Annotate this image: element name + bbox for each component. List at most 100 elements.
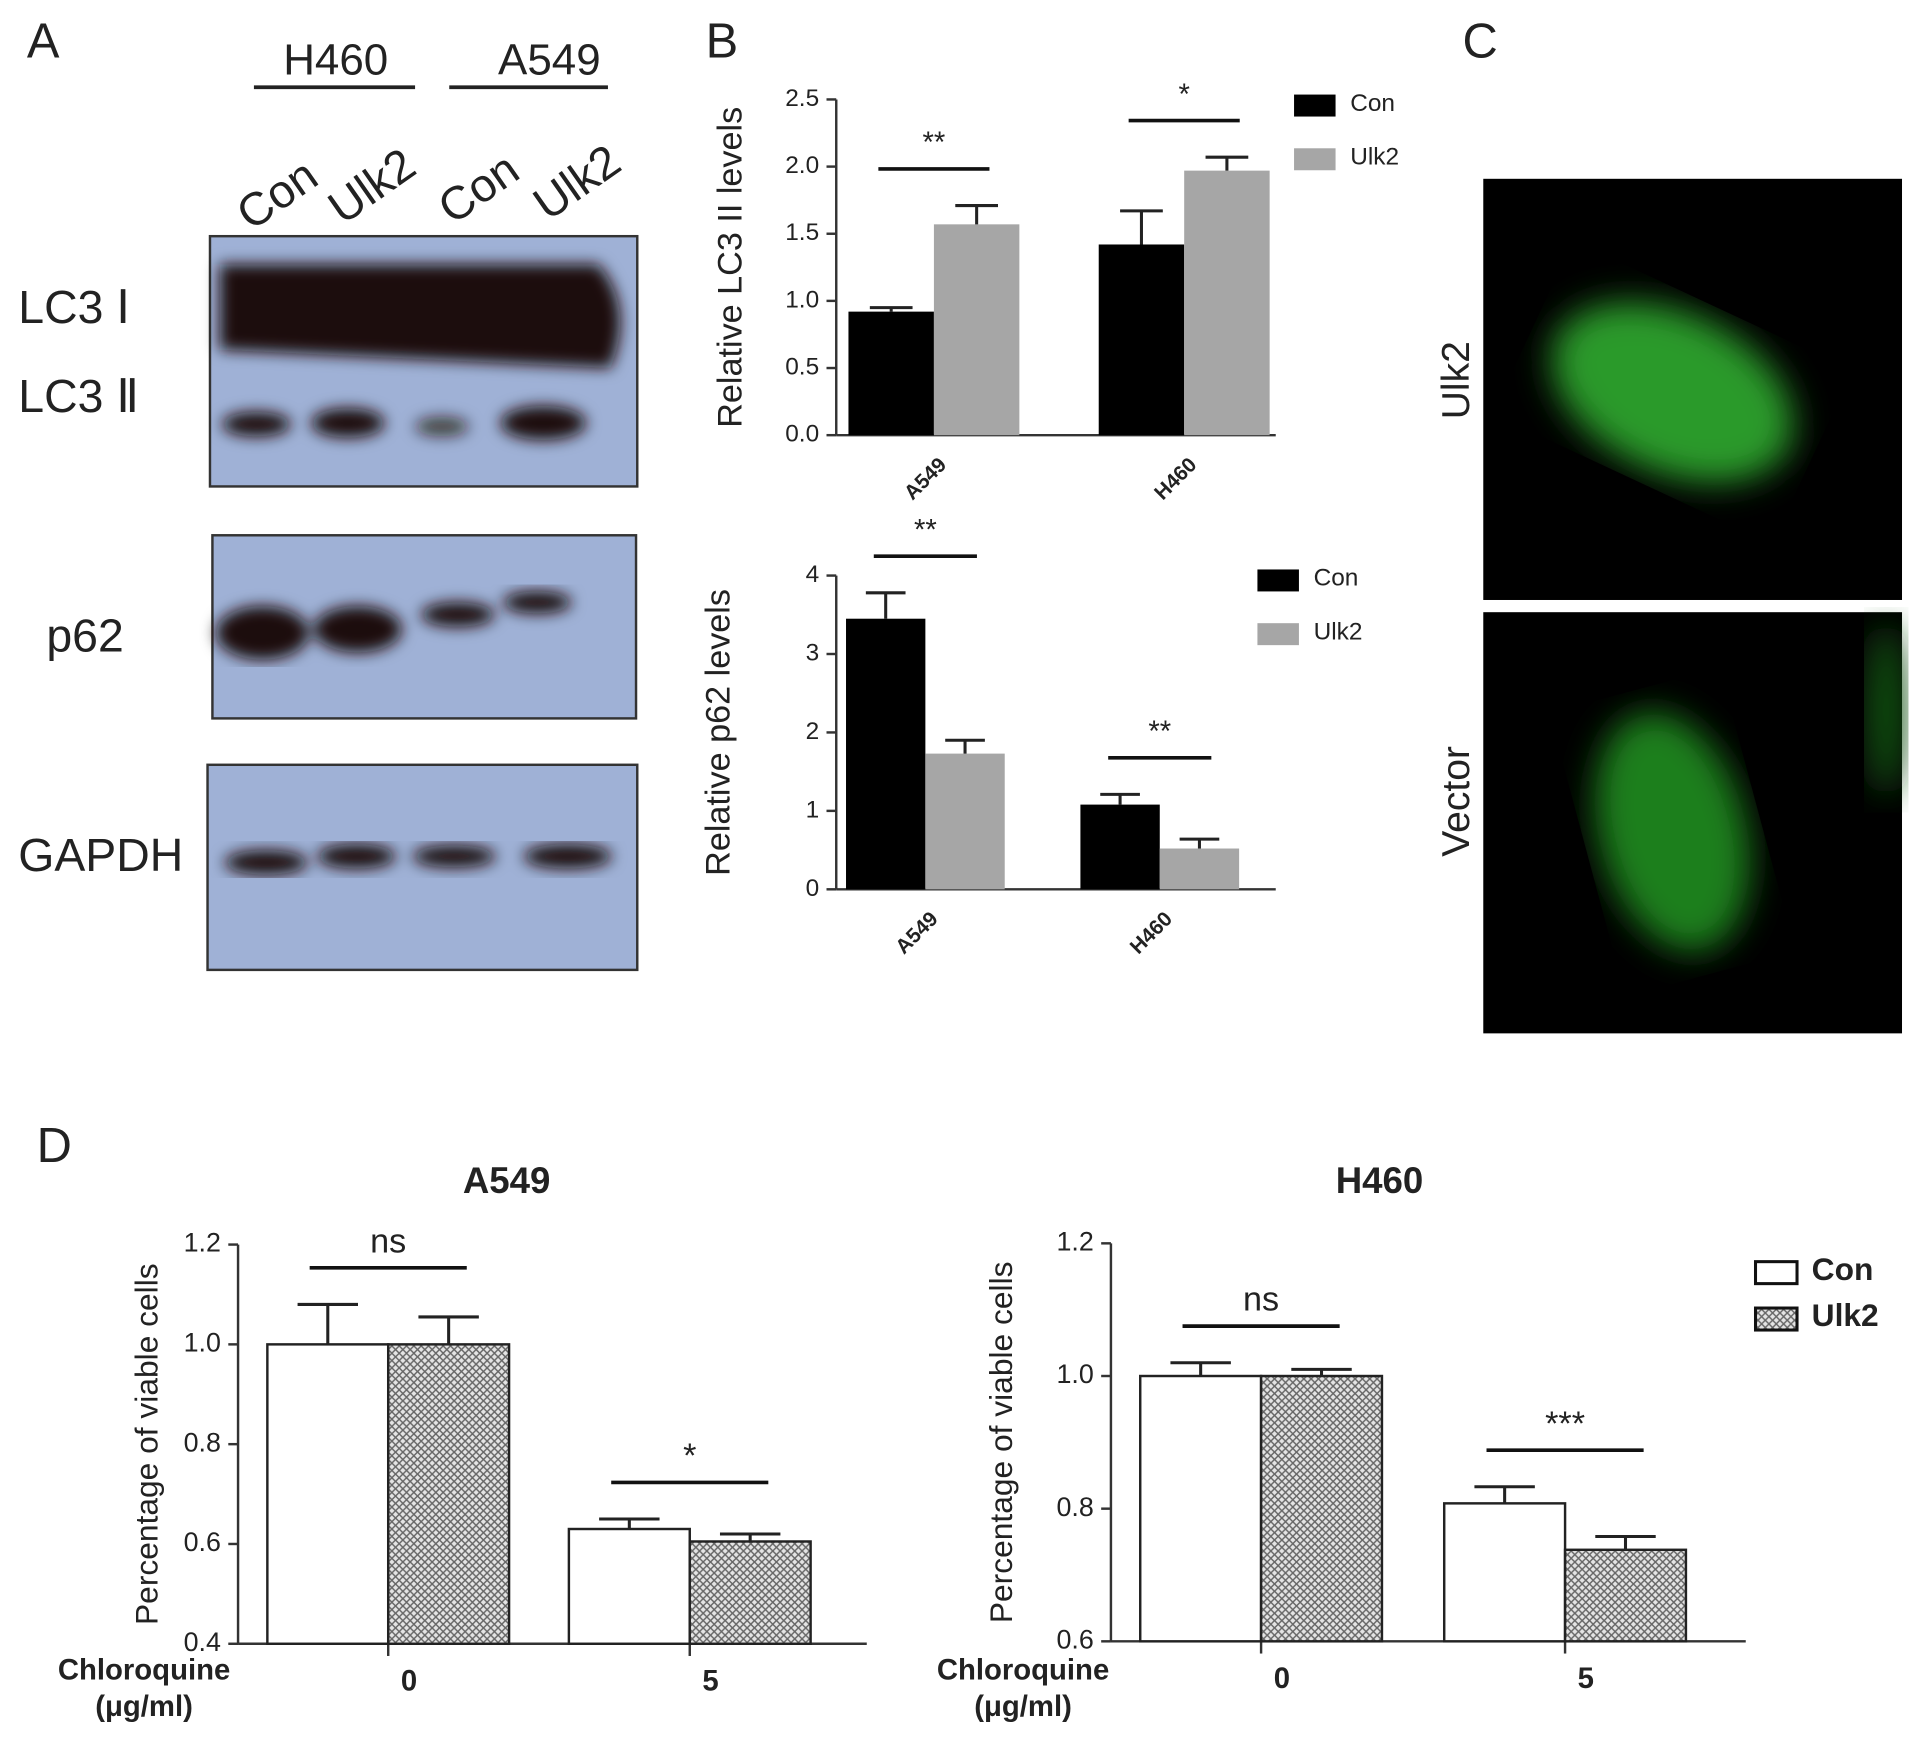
lane-label: Con — [227, 148, 327, 239]
bar — [1259, 1374, 1384, 1643]
y-tick-label: 0 — [806, 875, 820, 902]
error-bar — [1179, 837, 1220, 849]
lane-label: Ulk2 — [319, 138, 425, 234]
legend-label: Ulk2 — [1350, 144, 1399, 171]
charts: 0.0 0.5 1.0 1.5 2.0 2.5 Relative LC3 II levels… — [58, 78, 1879, 1723]
y-axis-label: Relative LC3 II levels — [712, 107, 750, 428]
row-label: LC3 Ⅱ — [18, 370, 139, 422]
error-bar — [1100, 792, 1140, 805]
panel-label: C — [1463, 14, 1498, 68]
x-tick-label: 0 — [1274, 1662, 1290, 1695]
error-bar — [945, 738, 985, 754]
error-bar — [1595, 1534, 1656, 1550]
y-tick-label: 0.6 — [184, 1527, 221, 1557]
y-tick-label: 1.0 — [1057, 1359, 1094, 1389]
error-bar — [297, 1302, 359, 1345]
image-label: Vector — [1435, 746, 1478, 857]
y-tick-label: 1.5 — [785, 219, 819, 246]
significance-label: ns — [1243, 1281, 1279, 1319]
error-bar — [1205, 155, 1249, 171]
error-bar — [1291, 1367, 1352, 1377]
y-tick-label: 1 — [806, 796, 820, 823]
bar — [1563, 1548, 1688, 1643]
lane-label: Ulk2 — [524, 134, 630, 230]
bar — [1139, 1374, 1263, 1643]
bar — [567, 1527, 691, 1645]
y-tick-label: 4 — [806, 561, 820, 588]
y-tick-label: 2.5 — [785, 85, 819, 112]
legend-swatch — [1257, 569, 1299, 592]
y-tick-label: 2.0 — [785, 152, 819, 179]
bar — [933, 224, 1020, 436]
x-axis-label: Chloroquine — [58, 1654, 230, 1687]
y-tick-label: 0.8 — [184, 1427, 221, 1457]
micrographs: Ulk2 Vector — [1435, 178, 1905, 1034]
y-tick-label: 1.2 — [1057, 1226, 1094, 1256]
significance-label: ns — [370, 1222, 406, 1260]
significance-label: *** — [1545, 1405, 1585, 1443]
bar — [1098, 244, 1185, 436]
error-bar — [1170, 1361, 1231, 1377]
x-tick-label: H460 — [1126, 907, 1177, 958]
x-tick-label: H460 — [1150, 453, 1201, 504]
x-tick-label: 5 — [1578, 1662, 1594, 1695]
error-bar — [865, 591, 906, 619]
y-tick-label: 3 — [806, 639, 820, 666]
legend-label: Con — [1314, 565, 1359, 592]
western-blot: H460 A549 Con Ulk2 Con Ulk2 LC — [18, 35, 639, 972]
bar — [266, 1343, 390, 1645]
legend-swatch — [1753, 1260, 1799, 1286]
panel-label: A — [27, 14, 60, 68]
y-axis-label: Relative p62 levels — [699, 589, 737, 876]
chart-title: H460 — [1336, 1160, 1424, 1201]
x-axis-label: (μg/ml) — [974, 1690, 1072, 1723]
x-tick-label: 5 — [702, 1665, 718, 1698]
panel-label: D — [37, 1119, 72, 1173]
legend-swatch — [1294, 148, 1336, 171]
error-bar — [599, 1517, 660, 1530]
legend-swatch — [1294, 94, 1336, 117]
bar — [848, 311, 934, 436]
legend-label: Ulk2 — [1812, 1297, 1879, 1333]
significance-label: * — [1178, 78, 1189, 111]
legend-label: Con — [1812, 1251, 1874, 1287]
legend-swatch — [1257, 623, 1299, 646]
x-tick-label: 0 — [401, 1665, 417, 1698]
bar — [846, 618, 926, 890]
error-bar — [418, 1315, 479, 1345]
group-label: H460 — [283, 35, 388, 84]
image-label: Ulk2 — [1435, 341, 1478, 419]
x-tick-label: A549 — [900, 453, 951, 504]
x-axis-label: Chloroquine — [937, 1654, 1109, 1687]
y-tick-label: 0.4 — [184, 1627, 221, 1657]
bar — [1184, 170, 1270, 436]
group-label: A549 — [498, 35, 601, 84]
y-tick-label: 0.0 — [785, 421, 819, 448]
x-axis-label: (μg/ml) — [95, 1690, 193, 1723]
row-label: LC3 Ⅰ — [18, 281, 130, 333]
y-tick-label: 1.0 — [184, 1327, 221, 1357]
significance-label: * — [683, 1437, 696, 1475]
y-tick-label: 1.2 — [184, 1228, 221, 1258]
legend-swatch — [1753, 1306, 1799, 1332]
legend-label: Con — [1350, 90, 1395, 117]
bar — [688, 1540, 812, 1645]
y-tick-label: 0.8 — [1057, 1492, 1094, 1522]
error-bar — [869, 306, 913, 312]
error-bar — [1120, 209, 1163, 245]
lane-label: Con — [429, 142, 529, 233]
chart-title: A549 — [463, 1160, 551, 1201]
panel-label: B — [706, 14, 739, 68]
legend-label: Ulk2 — [1314, 618, 1363, 645]
x-tick-label: A549 — [891, 907, 942, 958]
row-label: GAPDH — [18, 829, 183, 881]
bar — [1442, 1502, 1567, 1643]
y-axis-label: Percentage of viable cells — [983, 1262, 1019, 1624]
y-tick-label: 0.5 — [785, 353, 819, 380]
significance-label: ** — [923, 126, 946, 159]
row-label: p62 — [46, 609, 123, 661]
significance-label: ** — [914, 514, 937, 547]
bar — [386, 1343, 511, 1645]
bar — [1080, 804, 1160, 890]
